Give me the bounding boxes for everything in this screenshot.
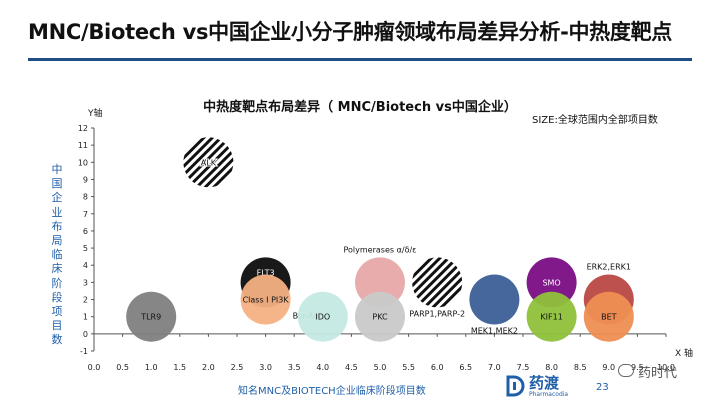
y-tick-label: 4 (83, 261, 88, 270)
bubble-label: Class I PI3K (243, 296, 290, 305)
x-tick-label: 5.0 (374, 363, 387, 372)
y-tick-label: 12 (78, 124, 88, 133)
bubble-kif11 (526, 291, 577, 342)
x-tick-label: 7.5 (517, 363, 530, 372)
x-tick-label: 1.0 (145, 363, 158, 372)
bubble-label: KIF11 (540, 313, 562, 322)
title-underline (28, 58, 692, 61)
bubble-bet (583, 291, 634, 342)
footer-caption: 知名MNC及BIOTECH企业临床阶段项目数 (238, 386, 426, 397)
x-tick-label: 1.5 (173, 363, 186, 372)
bubble-mek1-mek2 (469, 274, 520, 325)
x-tick-label: 8.0 (545, 363, 558, 372)
bubble-class-i-pi3k (240, 274, 291, 325)
x-tick-label: 2.0 (202, 363, 215, 372)
bubble-label: ALK (201, 158, 217, 167)
y-tick-label: 3 (83, 278, 88, 287)
bubble-label: IDO (315, 313, 330, 322)
logo-subtitle: Pharmacodia (529, 391, 569, 398)
bubble-label: TLR9 (140, 313, 161, 322)
x-tick-label: 4.0 (316, 363, 329, 372)
bubble-label: SMO (542, 278, 560, 287)
x-tick-label: 3.5 (288, 363, 301, 372)
page-number: 23 (596, 382, 609, 393)
x-axis-name: X 轴 (675, 349, 694, 359)
bubble-pkc (355, 291, 405, 342)
x-tick-label: 0.5 (116, 363, 129, 372)
x-tick-label: 2.5 (231, 363, 244, 372)
y-tick-label: 7 (83, 210, 88, 219)
page-title: MNC/Biotech vs中国企业小分子肿瘤领域布局差异分析-中热度靶点 (28, 20, 672, 44)
x-tick-label: 6.0 (431, 363, 444, 372)
watermark-text: 药时代 (638, 366, 678, 381)
bubble-label: FLT3 (257, 268, 275, 277)
x-tick-label: 10.0 (657, 363, 675, 372)
y-tick-label: -1 (80, 347, 88, 356)
x-tick-label: 9.0 (602, 363, 615, 372)
wechat-icon (618, 364, 634, 377)
logo-mark-icon (506, 375, 525, 397)
size-note: SIZE:全球范围内全部项目数 (532, 115, 658, 126)
logo-text: 药渡 (529, 374, 560, 392)
bubble-label: BET (601, 313, 617, 322)
x-tick-label: 5.5 (402, 363, 415, 372)
y-tick-label: 1 (83, 313, 88, 322)
x-tick-label: 7.0 (488, 363, 501, 372)
y-tick-label: 5 (83, 244, 88, 253)
x-tick-label: 0.0 (88, 363, 101, 372)
pharmacodia-logo: 药渡 Pharmacodia (505, 372, 589, 402)
x-tick-label: 3.0 (259, 363, 272, 372)
y-tick-label: 11 (78, 141, 88, 150)
bubble-label: MEK1,MEK2 (471, 327, 518, 336)
x-tick-label: 6.5 (459, 363, 472, 372)
y-side-label: 中国企业布局临床阶段项目数 (51, 163, 63, 347)
bubble-smo (526, 257, 577, 308)
x-tick-label: 9.5 (631, 363, 644, 372)
bubble-alk (183, 137, 234, 188)
bubble-polymerases- (355, 257, 405, 308)
y-tick-label: 8 (83, 193, 88, 202)
x-tick-label: 8.5 (574, 363, 587, 372)
x-tick-label: 4.5 (345, 363, 358, 372)
bubble-ido (297, 291, 348, 342)
bubble-label: Polymerases α/δ/ε (344, 245, 417, 254)
bubble-label: PARP1,PARP-2 (409, 309, 465, 318)
y-axis-name: Y轴 (88, 109, 103, 119)
bubble-parp1-parp-2 (412, 257, 463, 308)
y-tick-label: 9 (83, 175, 88, 184)
bubble-tlr9 (126, 291, 177, 342)
bubble-label: PKC (372, 313, 388, 322)
chart-title: 中热度靶点布局差异（ MNC/Biotech vs中国企业） (203, 100, 517, 115)
y-tick-label: 0 (83, 330, 88, 339)
y-tick-label: 10 (78, 158, 88, 167)
bubble-label: ERK2,ERK1 (587, 263, 631, 272)
y-tick-label: 2 (83, 296, 88, 305)
y-tick-label: 6 (83, 227, 88, 236)
